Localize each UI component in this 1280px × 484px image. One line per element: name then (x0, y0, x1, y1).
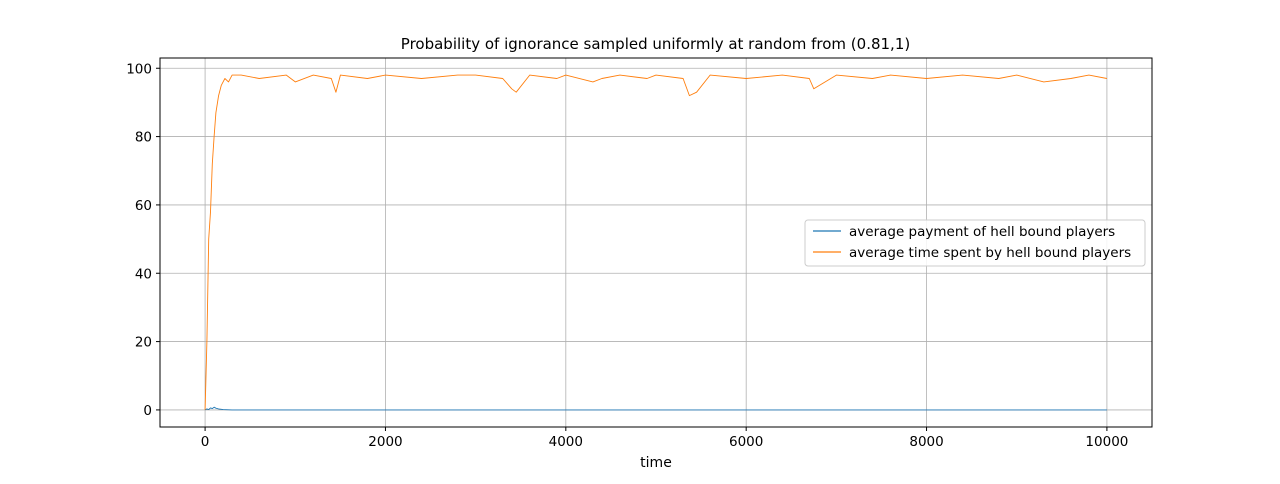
legend-label-time-spent: average time spent by hell bound players (849, 245, 1131, 261)
axis-ticks: 0 2000 4000 6000 8000 10000 0 20 40 60 80 100 (126, 61, 1128, 450)
chart-title: Probability of ignorance sampled uniform… (401, 35, 910, 53)
series-line-payment (204, 406, 1107, 411)
y-tick-label: 40 (135, 266, 152, 282)
x-tick-label: 0 (201, 434, 210, 450)
x-tick-label: 10000 (1085, 434, 1128, 450)
x-tick-label: 6000 (729, 434, 763, 450)
plot-frame (159, 57, 1153, 428)
legend-box (804, 219, 1146, 267)
y-tick-label: 20 (135, 335, 152, 351)
x-axis-label: time (640, 455, 672, 471)
y-tick-label: 0 (143, 403, 152, 419)
y-tick-label: 80 (135, 130, 152, 146)
series-lines (204, 74, 1107, 411)
legend: average payment of hell bound players av… (804, 219, 1146, 267)
y-tick-label: 100 (126, 61, 152, 77)
series-line-time-spent (204, 74, 1107, 410)
legend-label-payment: average payment of hell bound players (849, 224, 1115, 240)
x-tick-label: 2000 (368, 434, 402, 450)
y-tick-label: 60 (135, 198, 152, 214)
x-tick-label: 4000 (549, 434, 583, 450)
x-tick-label: 8000 (909, 434, 943, 450)
